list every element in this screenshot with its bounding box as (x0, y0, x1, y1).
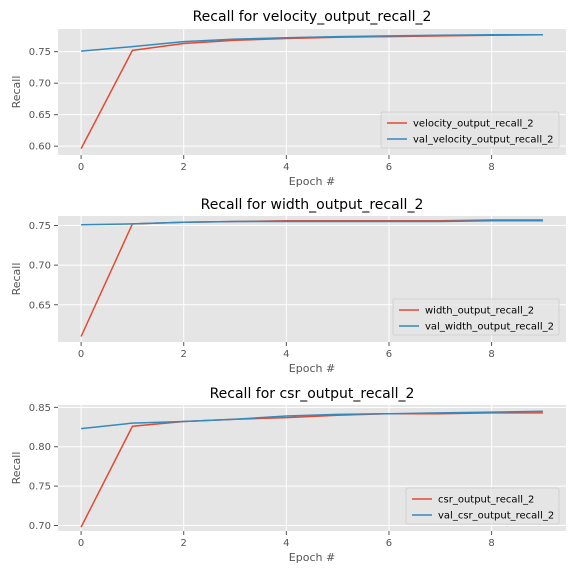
y-tick-label: 0.70 (29, 261, 51, 272)
legend-label: velocity_output_recall_2 (413, 119, 534, 130)
y-tick-label: 0.65 (29, 110, 51, 121)
y-tick-label: 0.80 (29, 442, 51, 453)
legend-label: csr_output_recall_2 (438, 495, 534, 506)
x-tick-label: 8 (488, 162, 494, 173)
y-tick-label: 0.70 (29, 79, 51, 90)
x-tick-label: 6 (386, 538, 392, 549)
y-axis-label: Recall (10, 452, 23, 485)
chart-panel-2: 0 2 4 6 8 0.65 0.70 0.75 Epoch # Recall Recall for… (10, 197, 566, 375)
x-tick-label: 6 (386, 349, 392, 360)
y-tick-label: 0.65 (29, 300, 51, 311)
x-tick-label: 4 (283, 538, 289, 549)
legend-label: val_csr_output_recall_2 (438, 511, 554, 522)
x-tick-label: 0 (78, 349, 84, 360)
y-tick-label: 0.60 (29, 142, 51, 153)
x-tick-label: 8 (488, 538, 494, 549)
legend: csr_output_recall_2 val_csr_output_recall… (405, 487, 560, 525)
y-tick-label: 0.75 (29, 482, 51, 493)
x-tick-label: 0 (78, 162, 84, 173)
series-line-val (81, 33, 543, 52)
y-tick-label: 0.85 (29, 403, 51, 414)
x-tick-label: 4 (283, 162, 289, 173)
chart-title: Recall for velocity_output_recall_2 (193, 9, 432, 25)
chart-title: Recall for width_output_recall_2 (201, 197, 424, 213)
y-tick-label: 0.70 (29, 521, 51, 532)
x-tick-label: 2 (181, 538, 187, 549)
legend-box (380, 111, 560, 149)
legend: width_output_recall_2 val_width_output_re… (392, 298, 560, 336)
chart-title: Recall for csr_output_recall_2 (210, 386, 415, 402)
x-tick-label: 0 (78, 538, 84, 549)
legend-label: val_velocity_output_recall_2 (413, 135, 553, 146)
series-line-val (81, 220, 543, 226)
legend-box (392, 298, 560, 336)
series-line-val (81, 410, 543, 430)
x-tick-label: 4 (283, 349, 289, 360)
x-axis-label: Epoch # (289, 362, 335, 375)
x-axis-label: Epoch # (289, 175, 335, 188)
y-axis-label: Recall (10, 76, 23, 109)
legend-label: val_width_output_recall_2 (425, 322, 554, 333)
legend-label: width_output_recall_2 (425, 306, 534, 317)
x-tick-label: 8 (488, 349, 494, 360)
x-axis-label: Epoch # (289, 551, 335, 564)
legend: velocity_output_recall_2 val_velocity_out… (380, 111, 560, 149)
chart-panel-1: 0 2 4 6 8 0.60 0.65 0.70 0.75 Epoch # Recall Recall… (10, 9, 566, 188)
chart-panel-3: 0 2 4 6 8 0.70 0.75 0.80 0.85 Epoch # Recall Recall… (10, 386, 566, 564)
x-tick-label: 2 (181, 349, 187, 360)
y-tick-label: 0.75 (29, 221, 51, 232)
y-axis-label: Recall (10, 263, 23, 296)
y-tick-label: 0.75 (29, 47, 51, 58)
x-tick-label: 2 (181, 162, 187, 173)
series-line-train (80, 412, 543, 528)
x-tick-label: 6 (386, 162, 392, 173)
legend-box (405, 487, 560, 525)
